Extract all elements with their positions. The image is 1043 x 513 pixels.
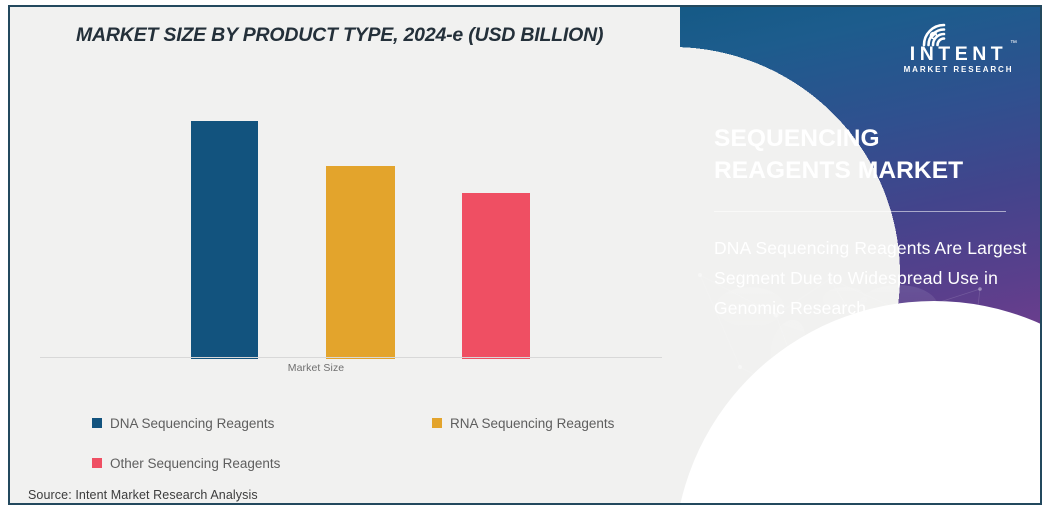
logo-tagline: MARKET RESEARCH [903,65,1014,74]
logo-trademark: ™ [1010,40,1017,47]
bar-other-sequencing-reagents [462,193,530,359]
chart-legend: DNA Sequencing Reagents RNA Sequencing R… [92,403,652,483]
legend-label: Other Sequencing Reagents [110,455,281,471]
legend-swatch-icon [92,418,102,428]
brand-divider [714,211,1006,212]
plot-area [40,87,662,359]
chart-panel: MARKET SIZE BY PRODUCT TYPE, 2024-e (USD… [10,7,682,503]
chart-title: MARKET SIZE BY PRODUCT TYPE, 2024-e (USD… [76,24,604,46]
brand-panel: INTENT ™ MARKET RESEARCH SEQUENCING REAG… [680,7,1040,503]
legend-item-dna-sequencing-reagents: DNA Sequencing Reagents [92,416,432,431]
brand-content: INTENT ™ MARKET RESEARCH SEQUENCING REAG… [680,7,1040,503]
x-axis-line [40,357,662,358]
legend-swatch-icon [432,418,442,428]
legend-row: Other Sequencing Reagents [92,443,652,483]
legend-swatch-icon [92,458,102,468]
signal-arc-icon [922,23,946,47]
logo-wordmark: INTENT [909,43,1008,65]
bar-rna-sequencing-reagents [326,166,395,359]
legend-label: RNA Sequencing Reagents [450,415,615,431]
legend-label: DNA Sequencing Reagents [110,415,275,431]
x-axis-label-text: Market Size [287,362,345,374]
legend-row: DNA Sequencing Reagents RNA Sequencing R… [92,403,652,443]
brand-subheadline: DNA Sequencing Reagents Are Largest Segm… [714,238,1027,318]
brand-headline: SEQUENCING REAGENTS MARKET [714,125,964,184]
source-note: Source: Intent Market Research Analysis [28,488,258,502]
bar-dna-sequencing-reagents [191,121,258,359]
logo[interactable]: INTENT ™ MARKET RESEARCH [898,17,1017,75]
infographic-card: MARKET SIZE BY PRODUCT TYPE, 2024-e (USD… [8,5,1042,505]
legend-item-rna-sequencing-reagents: RNA Sequencing Reagents [432,416,614,431]
legend-item-other-sequencing-reagents: Other Sequencing Reagents [92,456,432,471]
x-axis-label: Market Size [10,362,682,374]
